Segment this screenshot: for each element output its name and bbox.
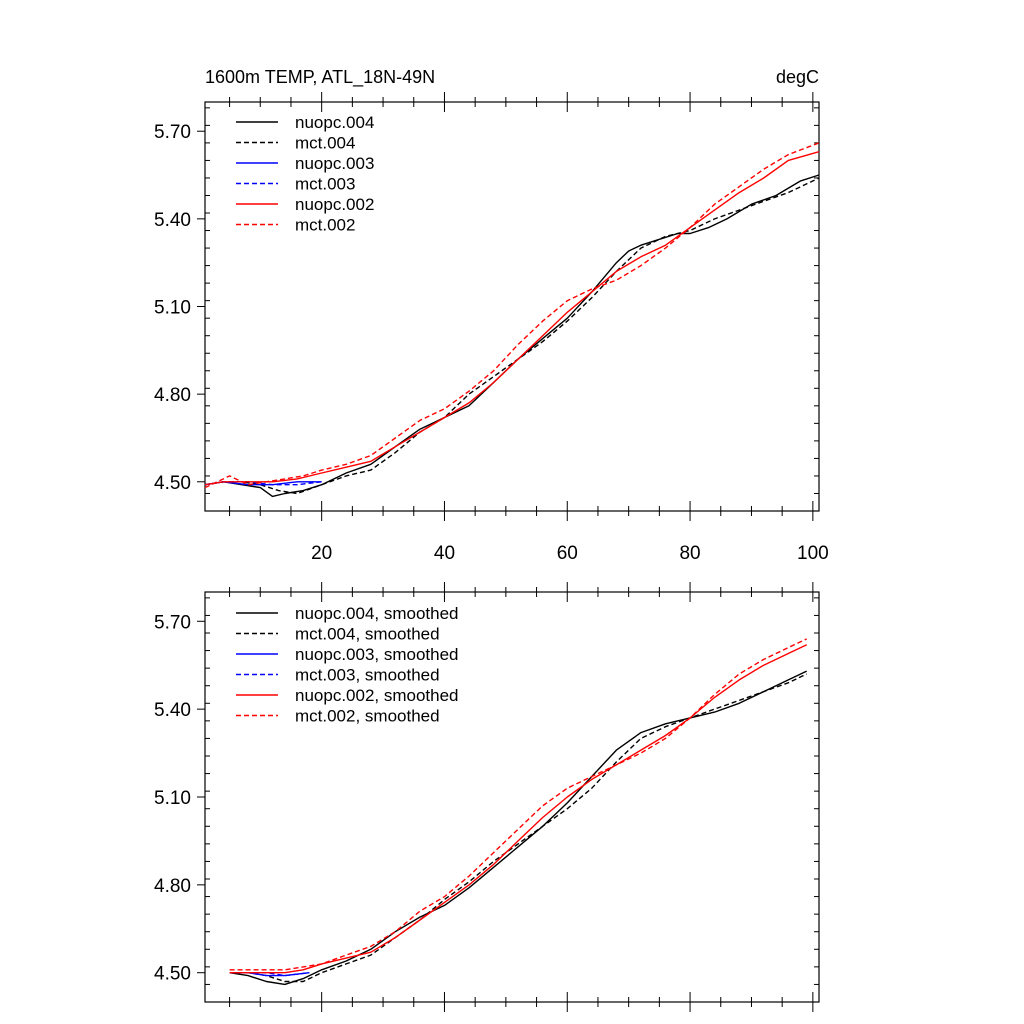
legend-label: mct.003 [295, 175, 355, 194]
legend-label: mct.003, smoothed [295, 666, 440, 685]
units-label: degC [776, 67, 819, 87]
y-tick-label: 5.70 [154, 122, 191, 143]
series-line-mct-003 [204, 481, 322, 486]
series-line-nuopc-004-smoothed [229, 670, 808, 986]
legend-label: mct.004, smoothed [295, 625, 440, 644]
legend-label: nuopc.003 [295, 154, 374, 173]
x-tick-label: 20 [311, 543, 332, 564]
bottom-panel: 4.50 4.80 5.10 5.40 5.70 nuopc.004, smoothed m… [154, 582, 820, 1012]
y-tick-label: 5.10 [154, 788, 191, 809]
chart-title: 1600m TEMP, ATL_18N-49N [205, 67, 435, 88]
x-tick-label: 40 [434, 543, 455, 564]
series-line-mct-004-smoothed [229, 673, 808, 983]
legend-label: mct.002, smoothed [295, 707, 440, 726]
series-line-mct-004 [204, 177, 820, 495]
legend-label: mct.004 [295, 134, 355, 153]
series-line-mct-002 [204, 142, 820, 489]
y-tick-label: 4.80 [154, 385, 191, 406]
top-panel: 4.50 4.80 5.10 5.40 5.70 20 40 60 80 100 1600m TEM… [154, 67, 829, 564]
legend-label: nuopc.002 [295, 195, 374, 214]
series-line-nuopc-002 [204, 151, 820, 486]
legend-label: mct.002 [295, 216, 355, 235]
y-tick-label: 4.80 [154, 876, 191, 897]
series-line-mct-002-smoothed [229, 638, 807, 971]
x-tick-label: 80 [679, 543, 700, 564]
series-line-nuopc-002-smoothed [229, 644, 808, 974]
y-tick-label: 4.50 [154, 473, 191, 494]
y-tick-label: 5.70 [154, 612, 191, 633]
legend-label: nuopc.002, smoothed [295, 686, 459, 705]
legend-label: nuopc.004, smoothed [295, 604, 459, 623]
legend-label: nuopc.004 [295, 113, 374, 132]
legend-label: nuopc.003, smoothed [295, 645, 459, 664]
y-tick-label: 5.40 [154, 210, 191, 231]
y-tick-label: 5.10 [154, 298, 191, 319]
x-tick-label: 60 [557, 543, 578, 564]
y-tick-label: 5.40 [154, 700, 191, 721]
y-tick-label: 4.50 [154, 964, 191, 985]
x-tick-label: 100 [797, 543, 829, 564]
